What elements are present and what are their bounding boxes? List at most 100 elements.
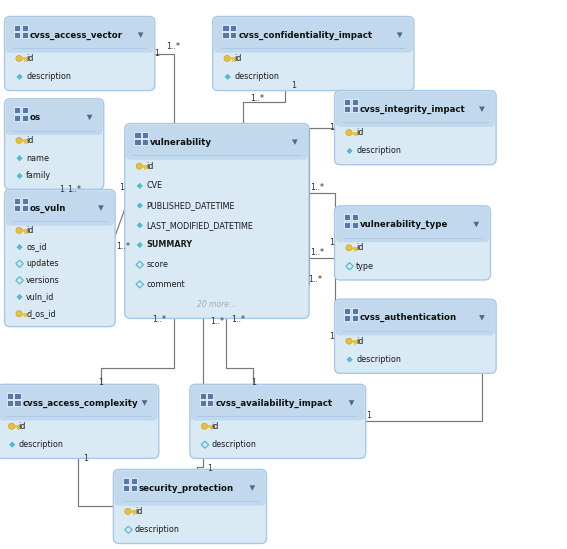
Circle shape — [16, 227, 22, 233]
Text: id: id — [211, 422, 219, 431]
FancyBboxPatch shape — [0, 385, 158, 421]
Text: cvss_authentication: cvss_authentication — [360, 313, 457, 322]
Bar — [222, 25, 229, 31]
FancyBboxPatch shape — [335, 206, 490, 280]
FancyBboxPatch shape — [113, 469, 266, 544]
FancyBboxPatch shape — [6, 100, 103, 135]
Polygon shape — [125, 526, 132, 533]
Bar — [134, 132, 141, 138]
Polygon shape — [473, 222, 479, 227]
Polygon shape — [142, 400, 147, 406]
Bar — [344, 214, 350, 220]
Text: score: score — [146, 260, 168, 269]
Polygon shape — [346, 356, 353, 363]
Text: 1: 1 — [154, 49, 159, 58]
Text: id: id — [356, 128, 363, 137]
Bar — [15, 393, 21, 399]
Circle shape — [224, 55, 230, 61]
Text: vulnerability: vulnerability — [150, 138, 212, 147]
FancyBboxPatch shape — [214, 18, 413, 53]
Text: id: id — [19, 422, 26, 431]
Bar — [119, 488, 261, 501]
Bar — [352, 107, 358, 113]
FancyBboxPatch shape — [125, 124, 309, 318]
Bar — [22, 115, 28, 121]
Bar — [142, 139, 149, 145]
Bar — [14, 198, 20, 204]
Bar — [344, 107, 350, 113]
FancyBboxPatch shape — [336, 207, 489, 242]
FancyBboxPatch shape — [115, 470, 265, 506]
Polygon shape — [346, 262, 353, 270]
Bar — [7, 400, 13, 406]
Text: description: description — [19, 440, 64, 449]
FancyBboxPatch shape — [6, 191, 114, 226]
FancyBboxPatch shape — [191, 385, 365, 421]
Text: cvss_access_complexity: cvss_access_complexity — [23, 399, 138, 407]
Bar — [344, 315, 350, 321]
Polygon shape — [136, 222, 143, 229]
Text: 1..*: 1..* — [250, 94, 264, 103]
Polygon shape — [138, 32, 143, 38]
Polygon shape — [16, 73, 23, 80]
Polygon shape — [98, 205, 104, 211]
Circle shape — [346, 338, 352, 344]
FancyBboxPatch shape — [0, 384, 159, 458]
Polygon shape — [479, 315, 485, 321]
Text: description: description — [356, 355, 401, 364]
Text: 1: 1 — [329, 332, 334, 341]
Text: id: id — [146, 162, 154, 171]
FancyBboxPatch shape — [335, 299, 496, 373]
Text: id: id — [26, 226, 33, 235]
Bar — [14, 115, 20, 121]
Text: 1..*: 1..* — [311, 248, 324, 257]
FancyBboxPatch shape — [213, 16, 414, 91]
Polygon shape — [16, 155, 23, 162]
Bar — [134, 139, 141, 145]
Text: id: id — [26, 54, 33, 63]
Bar — [10, 35, 149, 48]
Polygon shape — [16, 260, 23, 267]
Bar — [340, 109, 490, 122]
Text: LAST_MODIFIED_DATETIME: LAST_MODIFIED_DATETIME — [146, 221, 253, 230]
Text: 1: 1 — [120, 183, 124, 192]
Bar — [22, 107, 28, 113]
Circle shape — [16, 137, 22, 143]
Text: family: family — [26, 171, 51, 181]
Bar — [196, 403, 360, 416]
Bar — [352, 214, 358, 220]
Polygon shape — [349, 400, 354, 406]
Bar — [10, 208, 109, 221]
Text: cvss_confidentiality_impact: cvss_confidentiality_impact — [238, 31, 373, 40]
Bar — [200, 400, 206, 406]
Text: vulnerability_type: vulnerability_type — [360, 220, 448, 229]
Bar — [142, 132, 149, 138]
Text: security_protection: security_protection — [139, 484, 234, 492]
Circle shape — [16, 311, 22, 317]
FancyBboxPatch shape — [5, 99, 104, 189]
Text: 1: 1 — [251, 378, 256, 386]
Text: PUBLISHED_DATETIME: PUBLISHED_DATETIME — [146, 201, 235, 210]
Bar — [22, 25, 28, 31]
Bar — [352, 99, 358, 105]
Text: description: description — [26, 72, 71, 81]
Circle shape — [136, 163, 142, 169]
Text: 1..*: 1..* — [117, 242, 130, 251]
Polygon shape — [201, 441, 209, 448]
Bar — [130, 478, 137, 484]
Bar — [200, 393, 206, 399]
Polygon shape — [249, 485, 255, 491]
Bar — [14, 32, 20, 38]
Text: versions: versions — [26, 276, 60, 285]
Bar — [15, 400, 21, 406]
Polygon shape — [136, 202, 143, 209]
Text: 1: 1 — [329, 123, 334, 132]
Circle shape — [346, 130, 352, 136]
Text: CVE: CVE — [146, 181, 162, 191]
Text: 1..*: 1..* — [153, 315, 167, 324]
FancyBboxPatch shape — [335, 91, 496, 165]
Text: 1: 1 — [207, 464, 212, 473]
Bar — [14, 107, 20, 113]
Bar — [230, 25, 236, 31]
Text: description: description — [135, 525, 180, 534]
